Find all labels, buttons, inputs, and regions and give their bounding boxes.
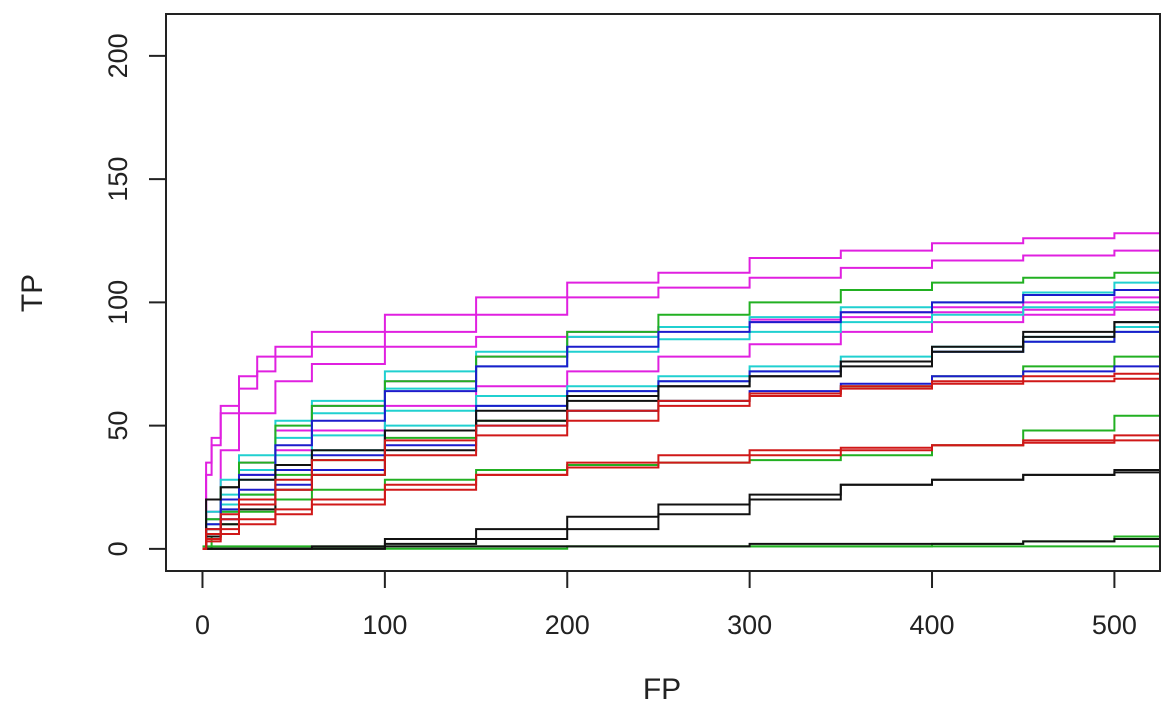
series-line-23 bbox=[203, 371, 1161, 548]
y-axis: 0 50 100 150 200 bbox=[103, 33, 166, 556]
x-tick-label: 400 bbox=[909, 610, 954, 640]
series-line-16 bbox=[203, 327, 1161, 549]
y-tick-label: 150 bbox=[103, 157, 133, 202]
x-tick-label: 200 bbox=[545, 610, 590, 640]
x-tick-label: 0 bbox=[195, 610, 210, 640]
series-line-3 bbox=[203, 305, 1161, 549]
x-axis: 0 100 200 300 400 500 bbox=[195, 571, 1137, 640]
series-line-9 bbox=[203, 327, 1161, 549]
y-tick-label: 100 bbox=[103, 280, 133, 325]
y-tick-label: 50 bbox=[103, 411, 133, 441]
series-line-12 bbox=[203, 413, 1161, 549]
x-tick-label: 100 bbox=[362, 610, 407, 640]
series-line-21 bbox=[203, 472, 1161, 548]
x-tick-label: 500 bbox=[1092, 610, 1137, 640]
series-line-5 bbox=[203, 307, 1161, 549]
series-line-7 bbox=[203, 297, 1161, 548]
series-layer bbox=[203, 221, 1161, 549]
series-line-26 bbox=[203, 440, 1161, 548]
x-axis-title: FP bbox=[643, 673, 681, 706]
y-tick-label: 200 bbox=[103, 33, 133, 78]
plot-frame bbox=[166, 14, 1160, 571]
y-tick-label: 0 bbox=[103, 541, 133, 556]
x-tick-label: 300 bbox=[727, 610, 772, 640]
y-axis-title: TP bbox=[16, 274, 49, 312]
